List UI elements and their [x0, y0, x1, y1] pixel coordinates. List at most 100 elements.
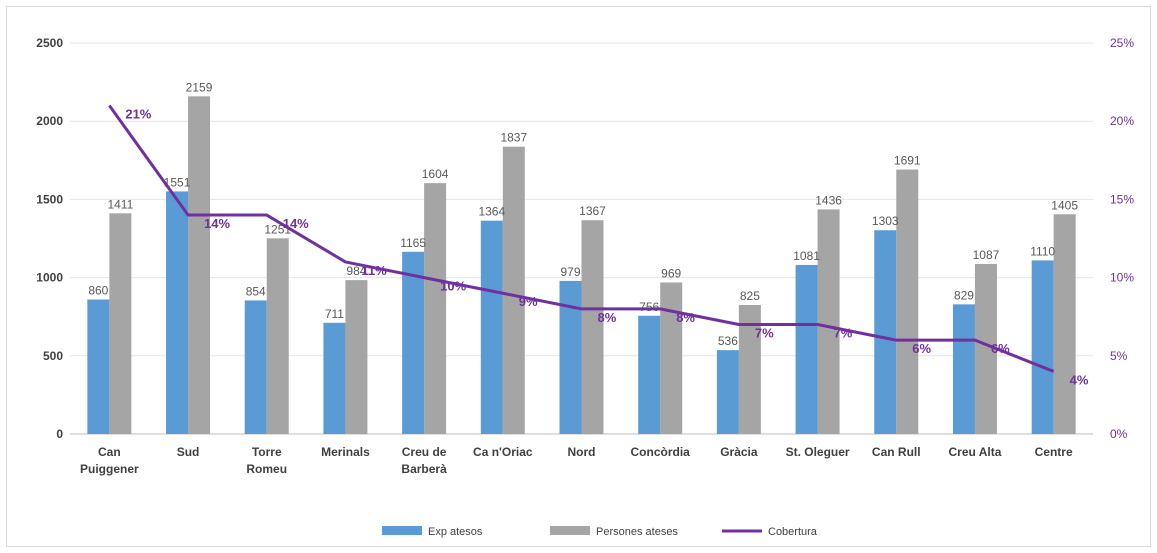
- bar-persones-ateses: [738, 304, 761, 434]
- x-axis-category-label: Can Rull: [872, 445, 921, 459]
- bar-exp-atesos: [638, 315, 661, 434]
- bar-persones-ateses: [345, 280, 368, 434]
- data-label-persones-ateses: 1411: [107, 197, 133, 211]
- x-axis-category-label: Sud: [177, 445, 200, 459]
- data-label-cobertura: 9%: [519, 294, 538, 309]
- bar-persones-ateses: [109, 213, 132, 434]
- legend-label: Cobertura: [768, 526, 818, 538]
- data-label-cobertura: 6%: [991, 341, 1010, 356]
- data-label-cobertura: 7%: [755, 326, 774, 341]
- y-axis-tick-label: 2000: [36, 114, 63, 128]
- x-axis-category-label: Gràcia: [720, 445, 758, 459]
- data-label-cobertura: 4%: [1070, 372, 1089, 387]
- data-label-cobertura: 8%: [676, 310, 695, 325]
- data-label-persones-ateses: 1604: [422, 167, 449, 181]
- bar-exp-atesos: [244, 300, 267, 434]
- legend-label: Exp atesos: [428, 526, 483, 538]
- data-label-cobertura: 21%: [125, 107, 151, 122]
- data-label-exp-atesos: 756: [639, 300, 659, 314]
- y2-axis-tick-label: 15%: [1110, 192, 1134, 206]
- x-axis-category-label: St. Oleguer: [786, 445, 850, 459]
- bar-exp-atesos: [402, 251, 425, 434]
- data-label-exp-atesos: 854: [246, 284, 266, 298]
- legend-swatch: [550, 526, 590, 535]
- x-axis-category-label: Centre: [1035, 445, 1073, 459]
- data-label-cobertura: 14%: [283, 216, 309, 231]
- data-label-persones-ateses: 1405: [1051, 198, 1078, 212]
- data-label-exp-atesos: 1110: [1030, 244, 1055, 258]
- bar-exp-atesos: [323, 322, 346, 434]
- data-label-exp-atesos: 1165: [400, 236, 426, 250]
- bar-persones-ateses: [896, 169, 919, 435]
- bar-exp-atesos: [795, 264, 818, 434]
- bar-persones-ateses: [581, 220, 604, 434]
- data-label-cobertura: 6%: [912, 341, 931, 356]
- chart-svg: 0 500 1000 1500 2000 2500 0% 5% 10% 15% 20% 25% 860 1…: [36, 36, 1134, 538]
- x-axis-category-label: Creu Alta: [949, 445, 1002, 459]
- bar-persones-ateses: [1053, 214, 1076, 434]
- y-axis-tick-label: 1000: [36, 271, 63, 285]
- data-label-persones-ateses: 2159: [186, 80, 213, 94]
- legend-swatch: [382, 526, 422, 535]
- y2-axis-tick-label: 10%: [1110, 271, 1134, 285]
- bar-persones-ateses: [817, 209, 840, 434]
- data-label-exp-atesos: 829: [954, 288, 974, 302]
- data-label-persones-ateses: 1367: [579, 204, 606, 218]
- data-label-cobertura: 7%: [834, 326, 853, 341]
- x-axis-category-label: Ca n'Oriac: [473, 445, 533, 459]
- data-label-exp-atesos: 1081: [793, 249, 820, 263]
- bar-exp-atesos: [559, 280, 582, 434]
- data-label-persones-ateses: 1837: [500, 131, 527, 145]
- bar-persones-ateses: [266, 238, 289, 434]
- x-axis-category-label: Puiggener: [80, 462, 139, 476]
- data-label-exp-atesos: 979: [560, 265, 580, 279]
- y2-axis-tick-label: 0%: [1110, 427, 1128, 441]
- x-axis-category-label: Barberà: [401, 462, 447, 476]
- y-axis-tick-label: 0: [56, 427, 63, 441]
- series-line-cobertura: [108, 104, 1055, 373]
- data-label-exp-atesos: 536: [718, 334, 738, 348]
- bar-exp-atesos: [874, 230, 897, 434]
- x-axis-category-label: Can: [98, 445, 121, 459]
- data-label-exp-atesos: 1551: [164, 175, 191, 189]
- x-axis-category-label: Concòrdia: [631, 445, 691, 459]
- data-label-persones-ateses: 969: [661, 266, 681, 280]
- x-axis-category-label: Merinals: [321, 445, 370, 459]
- data-label-persones-ateses: 984: [346, 264, 366, 278]
- data-label-persones-ateses: 1436: [815, 193, 842, 207]
- data-label-cobertura: 11%: [361, 263, 387, 278]
- bar-exp-atesos: [87, 299, 110, 434]
- x-axis-category-label: Creu de: [402, 445, 447, 459]
- x-axis-category-label: Nord: [568, 445, 596, 459]
- data-label-cobertura: 8%: [598, 310, 617, 325]
- data-label-exp-atesos: 711: [325, 307, 344, 321]
- bar-persones-ateses: [660, 282, 683, 434]
- data-label-cobertura: 10%: [440, 279, 466, 294]
- bar-persones-ateses: [188, 96, 211, 434]
- y2-axis-tick-label: 25%: [1110, 36, 1134, 50]
- x-axis-category-label: Romeu: [246, 462, 287, 476]
- data-label-exp-atesos: 1303: [872, 214, 899, 228]
- y-axis-tick-label: 1500: [36, 192, 63, 206]
- bar-exp-atesos: [716, 350, 739, 434]
- bar-exp-atesos: [952, 304, 975, 434]
- y2-axis-tick-label: 5%: [1110, 349, 1128, 363]
- y-axis-tick-label: 500: [43, 349, 63, 363]
- legend-label: Persones ateses: [596, 526, 678, 538]
- chart-frame: 0 500 1000 1500 2000 2500 0% 5% 10% 15% 20% 25% 860 1…: [6, 6, 1151, 547]
- y-axis-tick-label: 2500: [36, 36, 63, 50]
- bar-exp-atesos: [1031, 260, 1054, 434]
- bar-persones-ateses: [974, 263, 997, 434]
- bar-persones-ateses: [502, 146, 525, 434]
- data-label-cobertura: 14%: [204, 216, 230, 231]
- bar-persones-ateses: [424, 183, 447, 434]
- data-label-persones-ateses: 1087: [973, 248, 1000, 262]
- data-label-exp-atesos: 1364: [478, 205, 505, 219]
- data-label-persones-ateses: 825: [740, 289, 760, 303]
- bar-exp-atesos: [480, 220, 503, 434]
- y2-axis-tick-label: 20%: [1110, 114, 1134, 128]
- data-label-exp-atesos: 860: [88, 283, 108, 297]
- x-axis-category-label: Torre: [252, 445, 282, 459]
- data-label-persones-ateses: 1691: [894, 154, 921, 168]
- bar-exp-atesos: [166, 191, 189, 434]
